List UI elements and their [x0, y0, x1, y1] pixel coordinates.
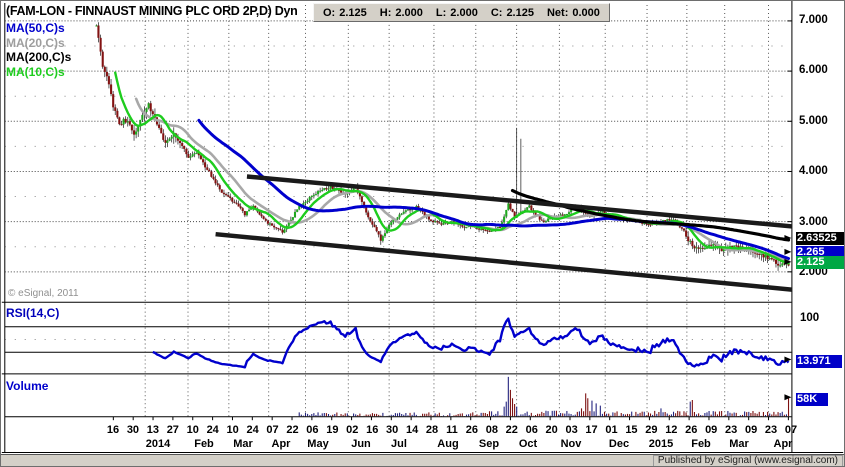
quote-field-value[interactable]: 2.000: [450, 6, 478, 19]
ma-legend-item[interactable]: MA(200,C)s: [6, 50, 72, 64]
time-axis-day-label[interactable]: 06: [525, 424, 538, 436]
price-axis-label[interactable]: 7.000: [799, 14, 828, 26]
status-bar: Published by eSignal (www.esignal.com): [1, 454, 844, 466]
time-axis-day-label[interactable]: 20: [545, 424, 558, 436]
time-axis-month-label[interactable]: 2014: [145, 438, 171, 450]
price-axis-label[interactable]: 3.000: [799, 215, 828, 228]
rsi-study-label: RSI(14,C): [6, 306, 60, 320]
ma-legend: MA(50,C)s MA(20,C)s MA(200,C)s MA(10,C)s: [6, 21, 71, 79]
time-axis-day-label[interactable]: 10: [226, 424, 239, 436]
time-axis-month-label[interactable]: Sep: [478, 438, 500, 450]
time-axis-day-label[interactable]: 30: [126, 424, 140, 436]
time-axis-day-label[interactable]: 28: [425, 424, 439, 436]
volume-value-badge: 58K: [796, 393, 828, 406]
time-axis-day-label[interactable]: 02: [346, 424, 359, 436]
quote-field-value[interactable]: 2.125: [506, 6, 534, 19]
time-axis-day-label[interactable]: 01: [605, 424, 618, 436]
time-axis-month-label[interactable]: Mar: [233, 438, 253, 450]
quote-field-label[interactable]: H:: [379, 6, 392, 19]
time-axis-day-label[interactable]: 24: [206, 424, 219, 436]
time-axis-day-label[interactable]: 23: [725, 424, 738, 436]
time-axis-day-label[interactable]: 06: [306, 424, 319, 436]
rsi-value-badge: 13.971: [796, 355, 842, 368]
time-axis-month-label[interactable]: Feb: [691, 438, 711, 450]
quote-field-value[interactable]: 0.000: [572, 6, 600, 19]
price-badge[interactable]: 2.265: [796, 246, 844, 259]
time-axis-day-label[interactable]: 12: [665, 424, 678, 436]
time-axis-day-label[interactable]: 15: [625, 424, 638, 436]
time-axis-day-label[interactable]: 26: [465, 424, 479, 436]
quote-field-label[interactable]: Net:: [546, 6, 569, 19]
quote-field[interactable]: C: 2.125: [491, 7, 534, 19]
rsi-scale-label: 100: [800, 312, 820, 324]
ma-legend-item[interactable]: MA(10,C)s: [6, 64, 65, 79]
time-axis-day-label[interactable]: 09: [744, 424, 758, 436]
quote-bar: O: 2.125 H: 2.000 L: 2.000 C: 2.125 Net: 0.000: [313, 3, 610, 22]
time-axis-month-label[interactable]: 2015: [648, 438, 674, 450]
time-axis-day-label[interactable]: 13: [146, 424, 159, 436]
time-axis-month-label[interactable]: Oct: [518, 438, 538, 450]
time-axis-month-label[interactable]: Jul: [391, 438, 407, 450]
quote-field-label[interactable]: L:: [435, 6, 447, 19]
price-axis-label[interactable]: 5.000: [799, 114, 828, 127]
copyright-watermark: © eSignal, 2011: [8, 288, 79, 299]
time-axis-day-label[interactable]: 22: [286, 424, 299, 436]
chart-title: (FAM-LON - FINNAUST MINING PLC ORD 2P,D)…: [6, 4, 298, 18]
quote-field[interactable]: O: 2.125: [323, 7, 367, 19]
quote-field[interactable]: L: 2.000: [436, 7, 478, 19]
time-axis-day-label[interactable]: 07: [784, 424, 798, 436]
time-axis-month-label[interactable]: May: [307, 438, 329, 450]
price-axis-label[interactable]: 4.000: [799, 165, 828, 178]
time-axis-day-label[interactable]: 03: [565, 424, 578, 436]
time-axis-day-label[interactable]: 14: [405, 424, 419, 436]
quote-field[interactable]: H: 2.000: [380, 7, 423, 19]
time-axis-day-label[interactable]: 23: [764, 424, 778, 436]
price-axis-label[interactable]: 2.000: [799, 266, 828, 278]
price-axis[interactable]: 7.000 6.000 5.000 4.000 3.000 2.000 2.63525 2.2…: [795, 1, 844, 456]
time-axis-day-label[interactable]: 16: [106, 424, 120, 436]
time-axis-day-label[interactable]: 22: [505, 424, 518, 436]
time-axis-day-label[interactable]: 24: [246, 424, 259, 436]
time-axis-day-label[interactable]: 26: [685, 424, 698, 436]
quote-field-value[interactable]: 2.125: [339, 6, 367, 19]
time-axis-month-label[interactable]: Apr: [271, 438, 291, 450]
time-axis-month-label[interactable]: Apr: [773, 438, 793, 450]
time-axis-day-label[interactable]: 29: [645, 424, 658, 436]
time-axis-day-label[interactable]: 30: [386, 424, 399, 436]
time-axis-day-label[interactable]: 10: [186, 424, 199, 436]
time-axis-month-label[interactable]: Nov: [560, 438, 582, 450]
time-axis-month-label[interactable]: Jun: [351, 438, 371, 450]
price-axis-label[interactable]: 6.000: [799, 64, 828, 77]
time-axis-day-label[interactable]: 16: [366, 424, 379, 436]
ma-legend-item[interactable]: MA(20,C)s: [6, 35, 65, 50]
time-axis-day-label[interactable]: 17: [585, 424, 598, 436]
price-badge[interactable]: 2.63525: [796, 232, 844, 245]
quote-field-label[interactable]: C:: [490, 6, 503, 19]
time-axis-month-label[interactable]: Feb: [194, 438, 214, 450]
time-axis-day-label[interactable]: 09: [705, 424, 718, 436]
quote-field-value[interactable]: 2.000: [395, 6, 423, 19]
time-axis-day-label[interactable]: 07: [266, 424, 279, 436]
status-text: Published by eSignal (www.esignal.com): [652, 454, 843, 466]
price-badge[interactable]: 2.125: [796, 256, 844, 269]
time-axis-day-label[interactable]: 08: [485, 424, 498, 436]
quote-field[interactable]: Net: 0.000: [547, 7, 600, 19]
time-axis-month-label[interactable]: Dec: [608, 438, 630, 450]
time-axis-day-label[interactable]: 19: [326, 424, 339, 436]
ma-legend-item[interactable]: MA(50,C)s: [6, 21, 65, 35]
time-axis-month-label[interactable]: Aug: [437, 438, 459, 450]
time-axis-day-label[interactable]: 27: [166, 424, 179, 436]
time-axis-month-label[interactable]: Mar: [729, 438, 749, 450]
quote-field-label[interactable]: O:: [323, 6, 336, 19]
time-axis-day-label[interactable]: 11: [446, 424, 458, 436]
volume-study-label: Volume: [6, 379, 49, 393]
